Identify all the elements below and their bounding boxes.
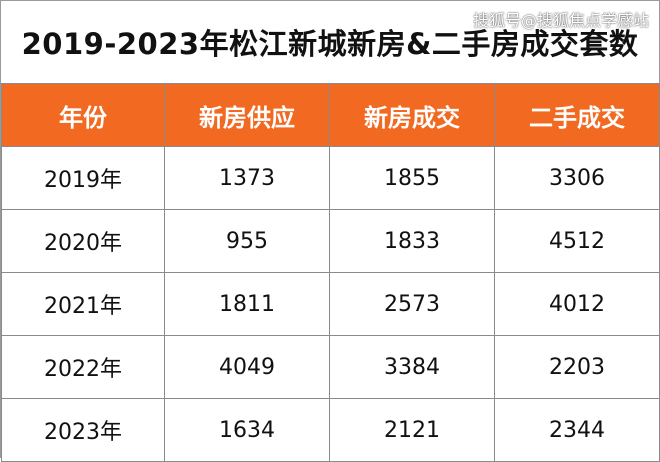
table-row: 2019年 1373 1855 3306 — [1, 146, 660, 210]
cell-new-supply: 1634 — [164, 398, 330, 462]
cell-new-supply: 1373 — [164, 146, 330, 210]
cell-resale-deals: 4012 — [494, 272, 660, 336]
cell-resale-deals: 2203 — [494, 335, 660, 399]
header-year: 年份 — [1, 83, 165, 147]
cell-new-supply: 4049 — [164, 335, 330, 399]
table-row: 2021年 1811 2573 4012 — [1, 272, 660, 336]
cell-year: 2020年 — [1, 209, 165, 273]
header-new-supply: 新房供应 — [164, 83, 330, 147]
cell-resale-deals: 4512 — [494, 209, 660, 273]
cell-year: 2019年 — [1, 146, 165, 210]
cell-new-supply: 955 — [164, 209, 330, 273]
table-row: 2022年 4049 3384 2203 — [1, 335, 660, 399]
page-title: 2019-2023年松江新城新房&二手房成交套数 — [21, 27, 639, 61]
cell-new-deals: 3384 — [329, 335, 495, 399]
table-row: 2020年 955 1833 4512 — [1, 209, 660, 273]
cell-year: 2022年 — [1, 335, 165, 399]
header-new-deals: 新房成交 — [329, 83, 495, 147]
cell-resale-deals: 3306 — [494, 146, 660, 210]
cell-resale-deals: 2344 — [494, 398, 660, 462]
cell-new-supply: 1811 — [164, 272, 330, 336]
table-header-row: 年份 新房供应 新房成交 二手成交 — [1, 83, 660, 147]
cell-new-deals: 1855 — [329, 146, 495, 210]
table-row: 2023年 1634 2121 2344 — [1, 398, 660, 462]
cell-year: 2021年 — [1, 272, 165, 336]
cell-new-deals: 2121 — [329, 398, 495, 462]
header-resale-deals: 二手成交 — [494, 83, 660, 147]
data-table: 年份 新房供应 新房成交 二手成交 2019年 1373 1855 3306 2… — [1, 83, 660, 462]
cell-new-deals: 2573 — [329, 272, 495, 336]
cell-year: 2023年 — [1, 398, 165, 462]
cell-new-deals: 1833 — [329, 209, 495, 273]
watermark-text: 搜狐号@搜狐焦点学感站 — [472, 11, 649, 30]
